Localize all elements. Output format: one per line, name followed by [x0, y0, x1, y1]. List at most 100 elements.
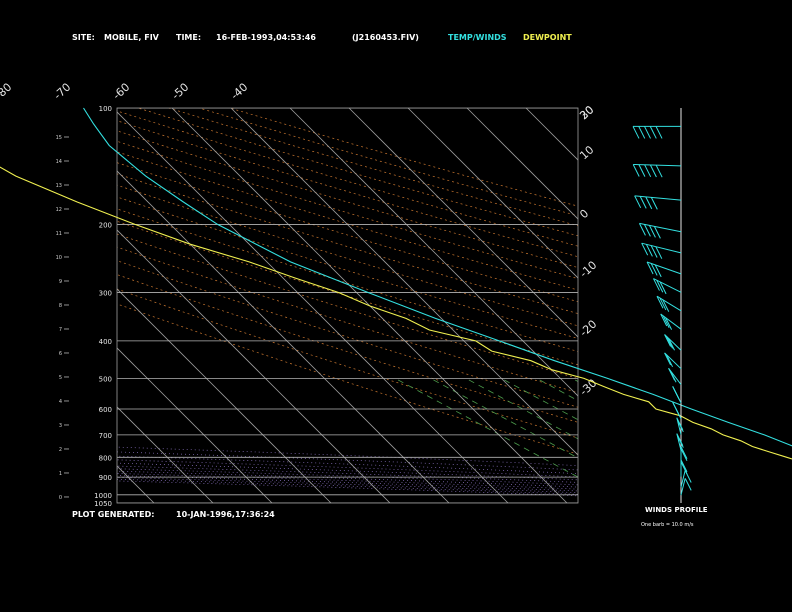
height-label-15: 15 — [56, 135, 62, 141]
temperature-line — [83, 107, 792, 447]
wind-barb-feather — [639, 196, 647, 209]
mixing-ratio-line — [643, 378, 792, 503]
pressure-label-700: 700 — [99, 432, 112, 440]
wind-barb-feather — [645, 196, 653, 210]
wind-barb-feather — [684, 470, 692, 483]
mixing-ratio-line — [430, 378, 578, 459]
top-temp-label--40: -40 — [228, 81, 250, 103]
isotherm — [0, 108, 95, 503]
top-temp-label--80: -80 — [0, 81, 14, 103]
wind-barb-feather — [638, 164, 646, 177]
wind-barb-feather — [648, 225, 656, 238]
axis-labels: 1002003004005006007008009001000105001234… — [0, 81, 599, 508]
wind-barb — [634, 195, 682, 201]
dry-adiabat — [168, 108, 578, 227]
moist-adiabat — [117, 470, 578, 488]
wind-barb-feather — [684, 478, 692, 491]
isotherm — [117, 406, 214, 503]
wind-barb-feather — [649, 164, 657, 178]
wind-barb-feather — [673, 403, 681, 417]
wind-barb-feather — [666, 354, 674, 368]
dry-adiabat — [199, 108, 578, 217]
wind-barb-feather — [665, 317, 673, 330]
pressure-label-1050: 1050 — [94, 500, 112, 508]
dry-adiabat — [229, 108, 578, 207]
moist-adiabat — [117, 451, 578, 471]
background-lines — [117, 108, 792, 503]
mixing-ratio-line — [501, 378, 578, 421]
isotherm — [289, 108, 578, 397]
header: SITE: MOBILE, FIV TIME: 16-FEB-1993,04:5… — [0, 0, 792, 60]
time-label: TIME: — [176, 33, 202, 42]
wind-barb-feather — [666, 336, 674, 349]
mixing-ratio-line — [608, 378, 792, 503]
pressure-label-800: 800 — [99, 454, 112, 462]
pressure-label-400: 400 — [99, 338, 112, 346]
pressure-label-1000: 1000 — [94, 492, 112, 500]
site-value: MOBILE, FIV — [104, 33, 159, 42]
top-temp-label--70: -70 — [51, 81, 73, 103]
wind-barb-feather — [650, 197, 658, 210]
height-label-4: 4 — [59, 399, 62, 405]
isotherm — [117, 229, 391, 503]
wind-barb-feather — [680, 446, 688, 459]
wind-barb-feather — [654, 264, 662, 278]
wind-barb-feather — [634, 195, 642, 209]
dry-adiabat — [117, 208, 578, 352]
wind-barb — [653, 278, 682, 293]
wind-barb-feather — [644, 126, 651, 139]
height-label-8: 8 — [59, 303, 62, 309]
height-label-9: 9 — [59, 279, 62, 285]
wind-barb-feather — [638, 223, 646, 236]
wind-barb-feather — [676, 419, 684, 433]
pressure-label-100: 100 — [99, 105, 112, 113]
isotherm — [525, 108, 578, 161]
wind-barb — [633, 163, 682, 167]
mixing-ratio-line — [678, 378, 792, 503]
wind-barb — [680, 470, 686, 488]
wind-barb-feather — [650, 263, 658, 276]
wind-barb-feather — [653, 226, 661, 239]
dewpoint-legend: DEWPOINT — [523, 33, 572, 42]
dry-adiabat — [117, 130, 578, 268]
site-label: SITE: — [72, 33, 95, 42]
height-label-6: 6 — [59, 351, 62, 357]
temp-legend: TEMP/WINDS — [448, 33, 507, 42]
height-label-0: 0 — [59, 495, 62, 501]
moist-adiabat — [117, 473, 578, 490]
wind-barb-feather — [650, 245, 658, 258]
pressure-label-500: 500 — [99, 375, 112, 383]
wind-barb-feather — [680, 448, 688, 461]
wind-barb-feather — [656, 295, 664, 309]
right-temp-label-10: 10 — [577, 143, 596, 162]
wind-barb-feather — [655, 164, 663, 178]
moist-adiabat — [117, 477, 578, 494]
wind-barb-feather — [649, 126, 657, 139]
right-temp-label--20: -20 — [577, 318, 599, 340]
wind-barb — [641, 242, 682, 254]
wind-barb-feather — [643, 224, 651, 237]
plot-generated-label: PLOT GENERATED: — [72, 510, 155, 519]
wind-barb — [660, 313, 682, 330]
wind-barb-feather — [653, 278, 660, 291]
wind-barb-feather — [638, 126, 646, 139]
wind-barb-feather — [673, 388, 681, 401]
wind-barb-feather — [660, 313, 668, 327]
moist-adiabat — [117, 446, 578, 466]
wind-barb-feather — [645, 244, 653, 257]
wind-barb-feather — [646, 261, 654, 275]
wind-barb-feather — [655, 246, 663, 259]
winds-profile-note: One barb = 10.0 m/s — [641, 522, 694, 528]
isotherm — [117, 288, 332, 503]
top-temp-label--60: -60 — [110, 81, 132, 103]
wind-barb-feather — [644, 164, 652, 178]
mixing-ratio-line — [536, 378, 578, 402]
height-label-7: 7 — [59, 327, 62, 333]
wind-barb-feather — [664, 352, 672, 366]
wind-barb-feather — [641, 242, 649, 256]
wind-barb — [639, 222, 682, 233]
file-id: (J2160453.FIV) — [352, 33, 419, 42]
height-label-12: 12 — [56, 207, 62, 213]
series-lines — [0, 107, 792, 460]
height-label-1: 1 — [59, 471, 62, 477]
